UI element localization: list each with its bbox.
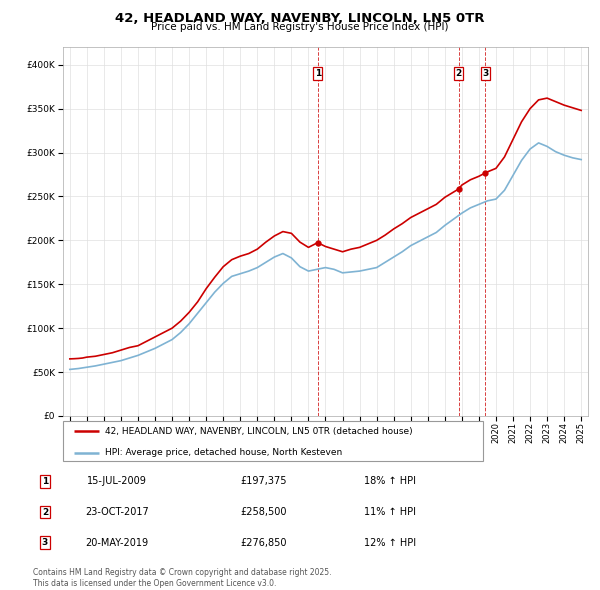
Text: 3: 3: [42, 538, 48, 548]
Text: Contains HM Land Registry data © Crown copyright and database right 2025.
This d: Contains HM Land Registry data © Crown c…: [33, 568, 331, 588]
Text: £258,500: £258,500: [241, 507, 287, 517]
Text: 42, HEADLAND WAY, NAVENBY, LINCOLN, LN5 0TR: 42, HEADLAND WAY, NAVENBY, LINCOLN, LN5 …: [115, 12, 485, 25]
Text: 1: 1: [314, 69, 321, 78]
Text: 2: 2: [455, 69, 462, 78]
Text: 15-JUL-2009: 15-JUL-2009: [87, 477, 147, 486]
FancyBboxPatch shape: [63, 421, 483, 461]
Text: 18% ↑ HPI: 18% ↑ HPI: [364, 477, 416, 486]
Text: 42, HEADLAND WAY, NAVENBY, LINCOLN, LN5 0TR (detached house): 42, HEADLAND WAY, NAVENBY, LINCOLN, LN5 …: [105, 427, 413, 436]
Text: Price paid vs. HM Land Registry's House Price Index (HPI): Price paid vs. HM Land Registry's House …: [151, 22, 449, 32]
Text: 11% ↑ HPI: 11% ↑ HPI: [364, 507, 416, 517]
Text: £276,850: £276,850: [241, 538, 287, 548]
Text: 12% ↑ HPI: 12% ↑ HPI: [364, 538, 416, 548]
Text: 3: 3: [482, 69, 488, 78]
Text: £197,375: £197,375: [241, 477, 287, 486]
Text: 20-MAY-2019: 20-MAY-2019: [85, 538, 149, 548]
Text: 1: 1: [42, 477, 48, 486]
Text: HPI: Average price, detached house, North Kesteven: HPI: Average price, detached house, Nort…: [105, 448, 342, 457]
Text: 2: 2: [42, 507, 48, 517]
Text: 23-OCT-2017: 23-OCT-2017: [85, 507, 149, 517]
